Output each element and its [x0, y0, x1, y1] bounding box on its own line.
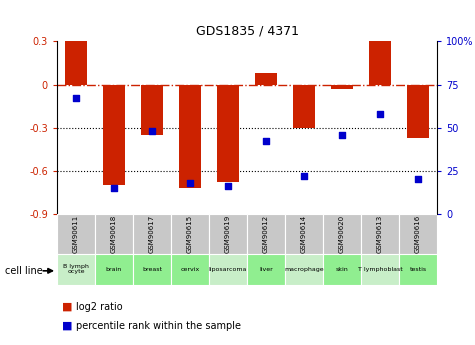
Point	[338, 132, 346, 137]
Bar	[369, 41, 391, 85]
Text: cell line: cell line	[5, 266, 42, 276]
Text: brain: brain	[106, 267, 122, 272]
Bar	[209, 254, 247, 285]
Text: T lymphoblast: T lymphoblast	[358, 267, 402, 272]
Bar	[293, 85, 315, 128]
Bar	[399, 254, 437, 285]
Bar	[141, 85, 163, 135]
Point	[414, 177, 422, 182]
Bar	[95, 254, 133, 285]
Bar	[255, 73, 277, 85]
Text: GSM90619: GSM90619	[225, 215, 231, 253]
Bar	[247, 254, 285, 285]
Text: liposarcoma: liposarcoma	[209, 267, 247, 272]
Bar	[361, 214, 399, 254]
Text: GSM90615: GSM90615	[187, 215, 193, 253]
Point	[300, 173, 308, 179]
Bar	[171, 214, 209, 254]
Point	[224, 184, 232, 189]
Point	[262, 139, 270, 144]
Point	[148, 128, 156, 134]
Bar	[331, 85, 353, 89]
Bar	[95, 214, 133, 254]
Text: cervix: cervix	[180, 267, 200, 272]
Text: GSM90616: GSM90616	[415, 215, 421, 253]
Bar	[407, 85, 429, 138]
Text: liver: liver	[259, 267, 273, 272]
Text: breast: breast	[142, 267, 162, 272]
Text: ■: ■	[62, 321, 72, 331]
Point	[110, 185, 118, 191]
Text: GSM90614: GSM90614	[301, 215, 307, 253]
Text: GSM90613: GSM90613	[377, 215, 383, 253]
Text: GSM90620: GSM90620	[339, 215, 345, 253]
Text: testis: testis	[409, 267, 427, 272]
Bar	[361, 254, 399, 285]
Text: ■: ■	[62, 302, 72, 312]
Text: skin: skin	[336, 267, 348, 272]
Text: B lymph
ocyte: B lymph ocyte	[63, 264, 89, 275]
Bar	[65, 41, 87, 85]
Bar	[323, 214, 361, 254]
Bar	[171, 254, 209, 285]
Bar	[133, 214, 171, 254]
Bar	[285, 254, 323, 285]
Point	[186, 180, 194, 186]
Bar	[179, 85, 201, 188]
Title: GDS1835 / 4371: GDS1835 / 4371	[196, 24, 298, 38]
Bar	[247, 214, 285, 254]
Text: GSM90617: GSM90617	[149, 215, 155, 253]
Text: log2 ratio: log2 ratio	[76, 302, 123, 312]
Bar	[103, 85, 125, 185]
Bar	[57, 214, 95, 254]
Bar	[209, 214, 247, 254]
Bar	[323, 254, 361, 285]
Text: GSM90612: GSM90612	[263, 215, 269, 253]
Point	[376, 111, 384, 117]
Text: GSM90611: GSM90611	[73, 215, 79, 253]
Text: macrophage: macrophage	[284, 267, 324, 272]
Bar	[285, 214, 323, 254]
Point	[72, 96, 80, 101]
Bar	[399, 214, 437, 254]
Text: GSM90618: GSM90618	[111, 215, 117, 253]
Text: percentile rank within the sample: percentile rank within the sample	[76, 321, 241, 331]
Bar	[217, 85, 239, 182]
Bar	[133, 254, 171, 285]
Bar	[57, 254, 95, 285]
